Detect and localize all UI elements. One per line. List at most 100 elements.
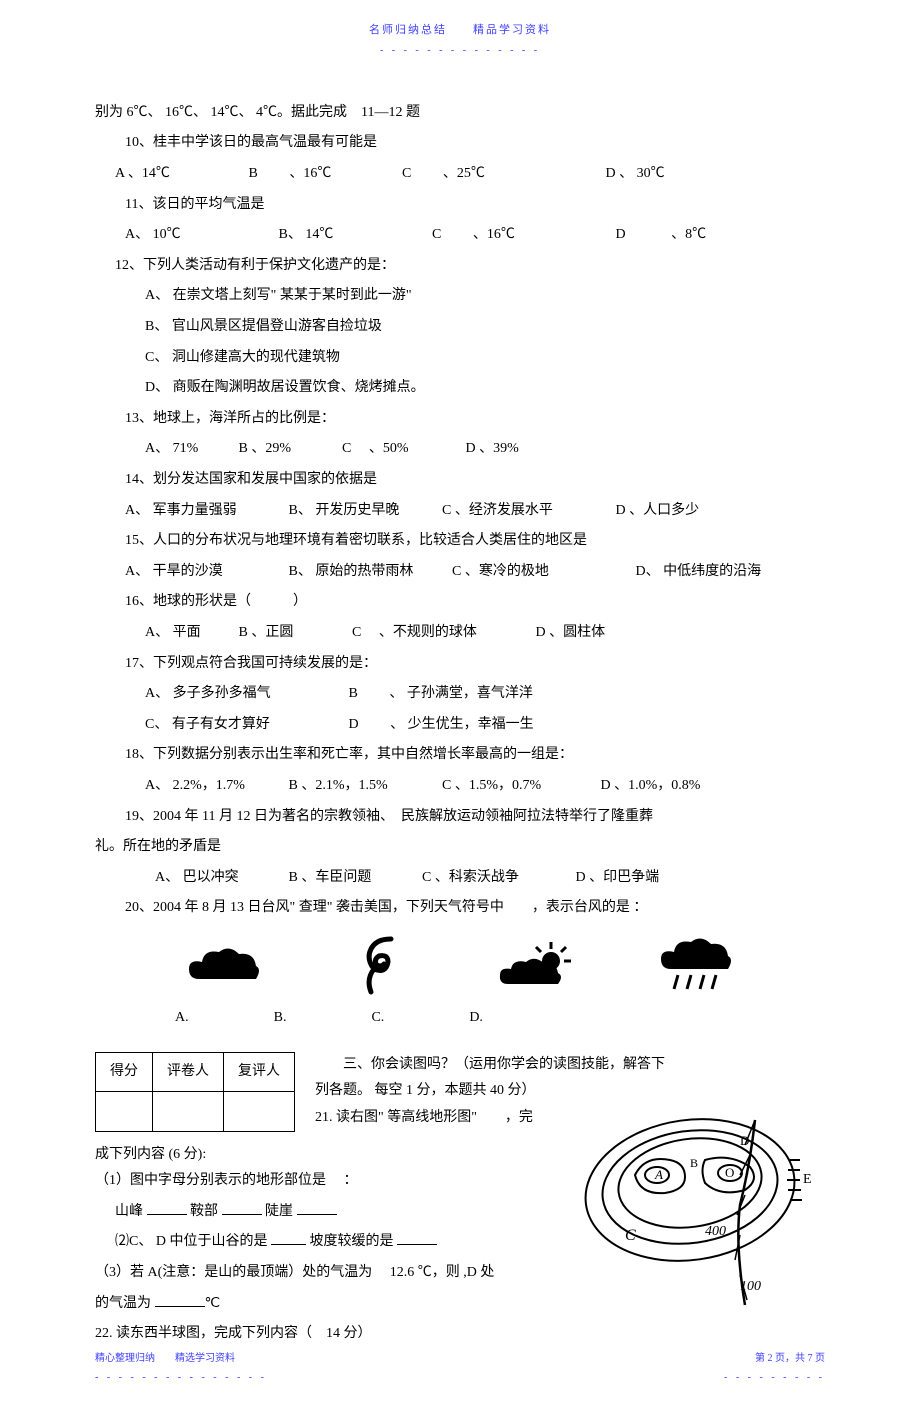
svg-text:B: B xyxy=(690,1156,698,1170)
cloud-icon xyxy=(179,937,269,997)
q21-3b: 的气温为 xyxy=(95,1296,155,1311)
q19-d: D 、印巴争端 xyxy=(576,865,660,892)
q13-options: A、 71% B 、29% C 、50% D 、39% xyxy=(95,436,825,463)
q20-ld: D. xyxy=(469,1005,483,1032)
q19-a: A、 巴以冲突 xyxy=(155,865,285,892)
q17-c: C、 有子有女才算好 xyxy=(145,712,345,739)
svg-text:C: C xyxy=(625,1227,636,1244)
blank xyxy=(271,1231,306,1245)
q17-b: B 、 子孙满堂，喜气洋洋 xyxy=(349,681,533,708)
q20-lb: B. xyxy=(274,1005,287,1032)
q19-stem1: 19、2004 年 11 月 12 日为著名的宗教领袖、 民族解放运动领袖阿拉法… xyxy=(95,804,825,831)
q18-options: A、 2.2%，1.7% B 、2.1%，1.5% C 、1.5%，0.7% D… xyxy=(95,773,825,800)
q16-a: A、 平面 xyxy=(145,620,235,647)
footer-right-text: 第 2 页，共 7 页 xyxy=(724,1349,825,1368)
q15-options: A、 干旱的沙漠 B、 原始的热带雨林 C 、寒冷的极地 D、 中低纬度的沿海 xyxy=(95,559,825,586)
q20-lc: C. xyxy=(371,1005,384,1032)
q15-a: A、 干旱的沙漠 xyxy=(125,559,285,586)
q19-stem2: 礼。所在地的矛盾是 xyxy=(95,834,825,861)
blank xyxy=(297,1201,337,1215)
q21-2b: 坡度较缓的是 xyxy=(309,1234,397,1249)
q16-c: C 、不规则的球体 xyxy=(352,620,532,647)
page-header: 名师归纳总结 精品学习资料 - - - - - - - - - - - - - … xyxy=(95,20,825,60)
q11-c: C 、16℃ xyxy=(432,222,612,249)
svg-text:O: O xyxy=(725,1165,734,1180)
q10-c: C 、25℃ xyxy=(402,161,602,188)
q13-d: D 、39% xyxy=(466,436,519,463)
svg-text:100: 100 xyxy=(740,1279,761,1294)
q14-stem: 14、划分发达国家和发展中国家的依据是 xyxy=(95,467,825,494)
q15-b: B、 原始的热带雨林 xyxy=(289,559,449,586)
q21-1b: 山峰 xyxy=(115,1204,147,1219)
page-footer: 精心整理归纳 精选学习资料 - - - - - - - - - - - - - … xyxy=(95,1349,825,1387)
q12-stem: 12、下列人类活动有利于保护文化遗产的是： xyxy=(95,253,825,280)
q21-3c: ℃ xyxy=(205,1296,221,1311)
q20-la: A. xyxy=(175,1005,189,1032)
q13-c: C 、50% xyxy=(342,436,462,463)
score-cell xyxy=(153,1092,224,1132)
q21-1c: 鞍部 xyxy=(190,1204,222,1219)
header-dashes: - - - - - - - - - - - - - - xyxy=(95,41,825,60)
footer-right-dashes: - - - - - - - - - xyxy=(724,1368,825,1387)
footer-left: 精心整理归纳 精选学习资料 - - - - - - - - - - - - - … xyxy=(95,1349,267,1387)
q19-b: B 、车臣问题 xyxy=(289,865,419,892)
q10-b: B 、16℃ xyxy=(249,161,399,188)
q16-b: B 、正圆 xyxy=(239,620,349,647)
q13-a: A、 71% xyxy=(145,436,235,463)
q11-d: D 、8℃ xyxy=(616,222,707,249)
q12-c: C、 洞山修建高大的现代建筑物 xyxy=(95,345,825,372)
contour-map-icon: A B O D C E 400 100 xyxy=(575,1105,825,1325)
q17-a: A、 多子多孙多福气 xyxy=(145,681,345,708)
q12-a: A、 在崇文塔上刻写" 某某于某时到此一游" xyxy=(95,283,825,310)
svg-text:E: E xyxy=(803,1172,812,1187)
q11-b: B、 14℃ xyxy=(279,222,429,249)
q10-d: D 、 30℃ xyxy=(606,161,665,188)
q17-row1: A、 多子多孙多福气 B 、 子孙满堂，喜气洋洋 xyxy=(95,681,825,708)
blank xyxy=(397,1231,437,1245)
q13-stem: 13、地球上，海洋所占的比例是： xyxy=(95,406,825,433)
score-cell xyxy=(224,1092,295,1132)
q20-stem: 20、2004 年 8 月 13 日台风" 查理" 袭击美国，下列天气符号中 ，… xyxy=(95,895,825,922)
q16-options: A、 平面 B 、正圆 C 、不规则的球体 D 、圆柱体 xyxy=(95,620,825,647)
score-h1: 得分 xyxy=(96,1052,153,1092)
q16-d: D 、圆柱体 xyxy=(536,620,606,647)
q15-d: D、 中低纬度的沿海 xyxy=(636,559,762,586)
score-h2: 评卷人 xyxy=(153,1052,224,1092)
q14-options: A、 军事力量强弱 B、 开发历史早晚 C 、经济发展水平 D 、人口多少 xyxy=(95,498,825,525)
section3-block: 得分 评卷人 复评人 三、你会读图吗？（运用你学会的读图技能，解答下 列各题。 … xyxy=(95,1052,825,1348)
header-text: 名师归纳总结 精品学习资料 xyxy=(95,20,825,41)
q14-d: D 、人口多少 xyxy=(616,498,700,525)
q19-options: A、 巴以冲突 B 、车臣问题 C 、科索沃战争 D 、印巴争端 xyxy=(95,865,825,892)
q18-stem: 18、下列数据分别表示出生率和死亡率，其中自然增长率最高的一组是： xyxy=(95,742,825,769)
q12-b: B、 官山风景区提倡登山游客自捡垃圾 xyxy=(95,314,825,341)
q14-a: A、 军事力量强弱 xyxy=(125,498,285,525)
q19-c: C 、科索沃战争 xyxy=(422,865,572,892)
footer-left-dashes: - - - - - - - - - - - - - - - xyxy=(95,1368,267,1387)
q18-c: C 、1.5%，0.7% xyxy=(442,773,597,800)
q18-d: D 、1.0%，0.8% xyxy=(601,773,701,800)
q10-stem: 10、桂丰中学该日的最高气温最有可能是 xyxy=(95,130,825,157)
q11-options: A、 10℃ B、 14℃ C 、16℃ D 、8℃ xyxy=(95,222,825,249)
q21-2a: ⑵C、 D 中位于山谷的是 xyxy=(115,1234,271,1249)
q17-row2: C、 有子有女才算好 D 、 少生优生，幸福一生 xyxy=(95,712,825,739)
score-cell xyxy=(96,1092,153,1132)
q17-d: D 、 少生优生，幸福一生 xyxy=(349,712,534,739)
footer-left-text: 精心整理归纳 精选学习资料 xyxy=(95,1349,267,1368)
svg-text:D: D xyxy=(740,1133,749,1148)
q12-d: D、 商贩在陶渊明故居设置饮食、烧烤摊点。 xyxy=(95,375,825,402)
q14-b: B、 开发历史早晚 xyxy=(289,498,439,525)
svg-text:400: 400 xyxy=(705,1224,726,1239)
blank xyxy=(147,1201,187,1215)
q10-a: A 、14℃ xyxy=(115,161,245,188)
score-table: 得分 评卷人 复评人 xyxy=(95,1052,295,1132)
rain-icon xyxy=(651,937,741,997)
intro-text: 别为 6℃、 16℃、 14℃、 4℃。据此完成 11—12 题 xyxy=(95,100,825,127)
typhoon-icon xyxy=(336,937,426,997)
weather-labels: A. B. C. D. xyxy=(95,1005,825,1032)
q11-stem: 11、该日的平均气温是 xyxy=(95,192,825,219)
q21-1d: 陡崖 xyxy=(265,1204,297,1219)
q14-c: C 、经济发展水平 xyxy=(442,498,612,525)
score-h3: 复评人 xyxy=(224,1052,295,1092)
blank xyxy=(222,1201,262,1215)
blank xyxy=(155,1293,205,1307)
